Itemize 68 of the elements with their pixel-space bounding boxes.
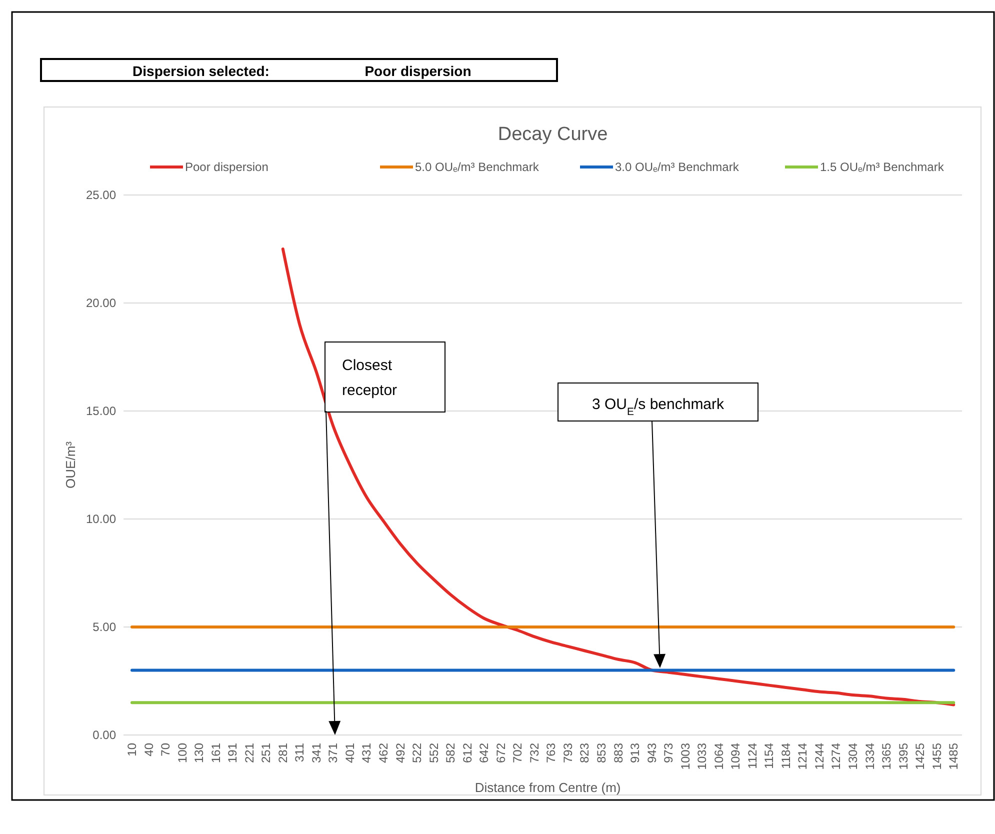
- x-tick-label: 221: [242, 742, 256, 764]
- x-tick-label: 943: [644, 742, 659, 764]
- x-tick-label: 1485: [946, 742, 961, 770]
- x-tick-label: 1395: [896, 742, 910, 770]
- x-tick-label: 793: [560, 742, 575, 764]
- x-tick-label: 552: [426, 742, 441, 764]
- x-tick-label: 462: [376, 742, 391, 764]
- x-tick-label: 40: [142, 742, 156, 756]
- x-tick-label: 311: [292, 742, 307, 762]
- x-tick-label: 702: [510, 742, 525, 764]
- x-tick-label: 401: [342, 742, 357, 764]
- x-tick-label: 1124: [745, 742, 760, 769]
- x-tick-label: 341: [309, 742, 324, 764]
- x-tick-label: 130: [192, 742, 206, 764]
- x-tick-label: 1334: [862, 742, 877, 770]
- x-tick-label: 1244: [812, 742, 826, 770]
- x-tick-label: 913: [628, 742, 642, 764]
- y-tick-label: 20.00: [86, 296, 116, 310]
- x-tick-label: 1365: [880, 742, 894, 770]
- y-tick-label: 10.00: [86, 512, 116, 526]
- legend-label: Poor dispersion: [185, 160, 268, 174]
- x-tick-label: 492: [393, 742, 408, 764]
- y-axis-title: OUE/m³: [63, 440, 78, 488]
- x-tick-label: 1455: [930, 742, 944, 770]
- x-tick-label: 1154: [762, 742, 776, 769]
- x-tick-label: 281: [276, 742, 290, 764]
- x-tick-label: 251: [259, 742, 274, 764]
- legend-label: 5.0 OUₑ/m³ Benchmark: [415, 160, 540, 174]
- text: Dispersion selected:: [132, 63, 270, 79]
- text: Poor dispersion: [364, 63, 472, 79]
- x-tick-label: 582: [444, 742, 458, 764]
- y-tick-label: 25.00: [86, 188, 116, 202]
- x-tick-label: 1304: [846, 742, 860, 770]
- x-tick-label: 973: [662, 742, 676, 764]
- y-tick-label: 5.00: [92, 620, 116, 634]
- x-tick-label: 371: [326, 742, 340, 764]
- x-tick-label: 642: [477, 742, 492, 764]
- x-tick-label: 1425: [913, 742, 928, 770]
- x-tick-label: 10: [124, 742, 139, 756]
- x-tick-label: 1274: [829, 742, 844, 770]
- chart-title: Decay Curve: [498, 124, 608, 145]
- x-tick-label: 1033: [695, 742, 710, 770]
- x-tick-label: 672: [494, 742, 508, 764]
- x-tick-label: 161: [208, 742, 223, 764]
- x-tick-label: 70: [158, 742, 173, 756]
- x-tick-label: 823: [578, 742, 592, 764]
- x-tick-label: 1003: [678, 742, 692, 770]
- x-tick-label: 1184: [778, 742, 793, 769]
- x-tick-label: 431: [360, 742, 374, 764]
- annotation: Closest receptor: [342, 357, 398, 399]
- line-series: [281, 248, 956, 706]
- x-tick-label: 853: [594, 742, 608, 764]
- x-tick-label: 732: [527, 742, 542, 764]
- x-tick-label: 612: [460, 742, 474, 764]
- x-tick-label: 522: [410, 742, 424, 764]
- y-tick-label: 15.00: [86, 404, 116, 418]
- x-tick-label: 1064: [712, 742, 726, 770]
- y-tick-label: 0.00: [92, 728, 116, 742]
- x-axis-title: Distance from Centre (m): [474, 780, 621, 795]
- x-tick-label: 100: [175, 742, 190, 764]
- legend-label: 1.5 OUₑ/m³ Benchmark: [820, 160, 945, 174]
- x-tick-label: 191: [226, 742, 240, 764]
- x-tick-label: 1214: [796, 742, 810, 770]
- annotation: 3 OU$_{E}$/s benchmark: [592, 396, 725, 418]
- x-tick-label: 1094: [728, 742, 743, 770]
- x-tick-label: 883: [611, 742, 626, 764]
- legend-label: 3.0 OUₑ/m³ Benchmark: [615, 160, 740, 174]
- x-tick-label: 763: [544, 742, 558, 764]
